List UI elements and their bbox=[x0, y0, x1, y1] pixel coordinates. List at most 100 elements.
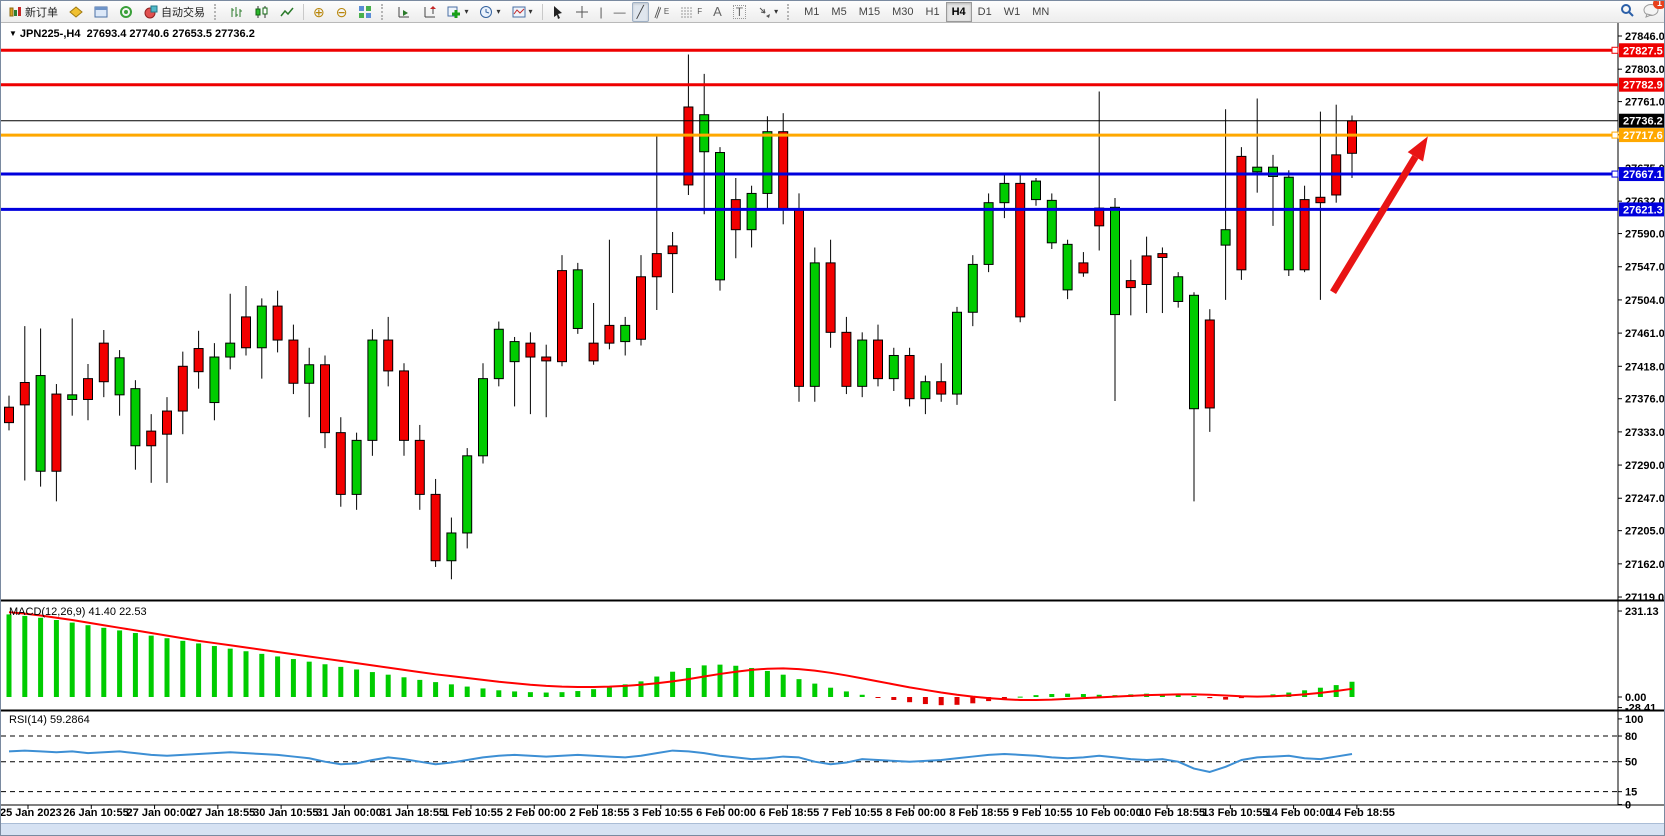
toolbar-separator bbox=[303, 3, 304, 20]
dropdown-caret: ▾ bbox=[774, 7, 779, 16]
zoom-out-button[interactable]: ⊖ bbox=[331, 2, 353, 22]
candle bbox=[746, 192, 757, 231]
timeframe-h4[interactable]: H4 bbox=[945, 1, 972, 22]
zoom-in-button[interactable]: ⊕ bbox=[308, 2, 330, 22]
fibonacci-tool-button[interactable]: F bbox=[675, 2, 707, 22]
timeframe-m15[interactable]: M15 bbox=[858, 5, 881, 18]
svg-text:27 Jan 00:00: 27 Jan 00:00 bbox=[127, 807, 192, 819]
new-order-icon bbox=[9, 6, 21, 16]
horizontal-lines[interactable] bbox=[1, 48, 1618, 211]
candle bbox=[1252, 166, 1263, 173]
candle bbox=[1046, 199, 1057, 244]
timeframe-h1[interactable]: H1 bbox=[925, 5, 940, 18]
dropdown-caret: ▾ bbox=[528, 7, 533, 16]
price-tag-27736.2: 27736.2 bbox=[1619, 113, 1664, 128]
svg-text:15: 15 bbox=[1625, 787, 1637, 799]
timeframe-m5[interactable]: M5 bbox=[831, 5, 847, 18]
timeframe-m30[interactable]: M30 bbox=[892, 5, 914, 18]
period-button[interactable]: ▾ bbox=[474, 2, 505, 22]
candle bbox=[241, 316, 251, 349]
svg-text:27290.0: 27290.0 bbox=[1625, 460, 1665, 472]
search-button[interactable] bbox=[1620, 3, 1635, 18]
price-axis[interactable]: 27846.027803.027761.027718.027675.027632… bbox=[1618, 31, 1665, 604]
channel-label: E bbox=[663, 7, 670, 16]
svg-text:27717.6: 27717.6 bbox=[1623, 130, 1663, 142]
candle-chart-button[interactable] bbox=[250, 2, 274, 22]
bar-chart-button[interactable] bbox=[225, 2, 249, 22]
svg-text:50: 50 bbox=[1625, 757, 1637, 769]
trendline-tool-button[interactable]: ╱ bbox=[631, 1, 649, 22]
candle bbox=[51, 393, 62, 472]
svg-text:2 Feb 00:00: 2 Feb 00:00 bbox=[506, 807, 566, 819]
notifications-button[interactable]: 1 bbox=[1643, 1, 1664, 18]
timeframe-mn[interactable]: MN bbox=[1032, 5, 1050, 18]
shapes-icon bbox=[759, 7, 771, 18]
autotrade-button[interactable]: 自动交易 bbox=[139, 2, 210, 22]
trend-arrow-annotation[interactable] bbox=[1330, 136, 1428, 295]
timeframe-w1[interactable]: W1 bbox=[1003, 5, 1021, 18]
candle bbox=[83, 378, 93, 400]
svg-text:7 Feb 10:55: 7 Feb 10:55 bbox=[823, 807, 883, 819]
svg-text:27119.0: 27119.0 bbox=[1625, 592, 1664, 604]
candle bbox=[225, 342, 236, 358]
svg-text:0.00: 0.00 bbox=[1625, 692, 1646, 704]
candle bbox=[873, 339, 883, 380]
timeframe-m1[interactable]: M1 bbox=[804, 5, 820, 18]
horizontal-scrollbar[interactable] bbox=[1, 823, 1664, 835]
template-button[interactable]: ▾ bbox=[507, 2, 538, 22]
candle bbox=[794, 208, 804, 387]
vline-tool-button[interactable]: | bbox=[595, 2, 608, 22]
line-chart-button[interactable] bbox=[275, 2, 299, 22]
hline-tool-button[interactable]: — bbox=[609, 2, 631, 22]
candle bbox=[888, 354, 899, 380]
cursor-tool-button[interactable] bbox=[547, 2, 569, 22]
chart-canvas[interactable]: 27846.027803.027761.027718.027675.027632… bbox=[1, 23, 1665, 823]
line-drag-handle[interactable] bbox=[1611, 46, 1619, 54]
svg-text:25 Jan 2023: 25 Jan 2023 bbox=[1, 807, 62, 819]
price-tag-27621.3: 27621.3 bbox=[1619, 202, 1664, 217]
price-tag-27717.6: 27717.6 bbox=[1611, 128, 1664, 143]
svg-text:31 Jan 18:55: 31 Jan 18:55 bbox=[380, 807, 445, 819]
channel-icon: ∥ bbox=[652, 3, 664, 20]
candle bbox=[1283, 176, 1294, 271]
candle bbox=[1299, 199, 1310, 271]
candle bbox=[367, 339, 378, 441]
new-order-label: 新订单 bbox=[25, 6, 58, 19]
svg-text:27376.0: 27376.0 bbox=[1625, 394, 1665, 406]
label-tool-button[interactable]: T bbox=[728, 2, 751, 22]
hline-icon: — bbox=[613, 4, 626, 19]
timeframe-d1[interactable]: D1 bbox=[977, 5, 992, 18]
candle bbox=[967, 263, 978, 313]
candle bbox=[19, 381, 30, 406]
candle bbox=[177, 365, 188, 412]
crosshair-tool-button[interactable] bbox=[570, 2, 594, 22]
data-window-button[interactable] bbox=[89, 2, 113, 22]
svg-text:27 Jan 18:55: 27 Jan 18:55 bbox=[190, 807, 255, 819]
line-drag-handle[interactable] bbox=[1611, 170, 1619, 178]
line-drag-handle[interactable] bbox=[1611, 131, 1619, 139]
tile-windows-button[interactable] bbox=[353, 2, 377, 22]
text-tool-button[interactable]: A bbox=[708, 2, 727, 22]
auto-scroll-button[interactable] bbox=[417, 2, 441, 22]
candle bbox=[572, 269, 583, 329]
new-order-button[interactable]: 新订单 bbox=[3, 2, 63, 22]
navigator-button[interactable] bbox=[114, 2, 138, 22]
svg-text:27846.0: 27846.0 bbox=[1625, 31, 1665, 43]
candle bbox=[904, 354, 915, 400]
shapes-tool-button[interactable]: ▾ bbox=[752, 2, 783, 22]
candle bbox=[1268, 166, 1278, 177]
svg-text:8 Feb 18:55: 8 Feb 18:55 bbox=[949, 807, 1009, 819]
timeframe-bar: M1 M5 M15 M30 H1 H4 D1 W1 MN bbox=[798, 1, 1055, 22]
dropdown-caret: ▾ bbox=[496, 7, 501, 16]
add-indicator-button[interactable]: ▾ bbox=[442, 2, 473, 22]
candle bbox=[67, 394, 78, 400]
candle bbox=[636, 276, 646, 340]
chart-shift-button[interactable] bbox=[392, 2, 416, 22]
candle bbox=[1015, 182, 1026, 318]
candle bbox=[493, 328, 504, 380]
candle bbox=[557, 270, 567, 363]
market-watch-button[interactable] bbox=[64, 2, 88, 22]
candle bbox=[1204, 319, 1215, 409]
channel-tool-button[interactable]: ∥ E bbox=[650, 2, 674, 22]
